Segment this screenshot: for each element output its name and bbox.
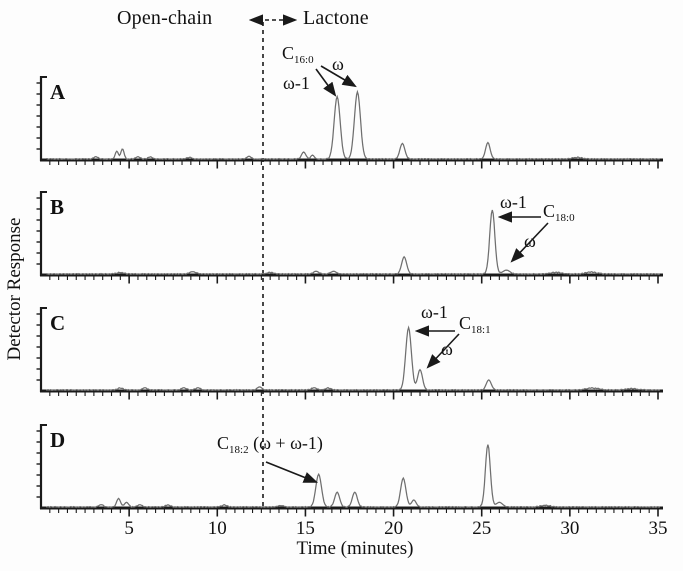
annotation-arrow-a-omega1 bbox=[315, 68, 337, 97]
panel-label-a: A bbox=[50, 80, 66, 104]
x-tick-label: 20 bbox=[384, 518, 403, 539]
annotation-a-omega1: ω-1 bbox=[283, 73, 310, 93]
panel-B-plot bbox=[36, 191, 663, 284]
annotation-c-omega1: ω-1 bbox=[421, 302, 448, 322]
panel-C-plot bbox=[36, 307, 663, 400]
panel-label-c: C bbox=[50, 311, 66, 335]
annotation-arrow-c-omega bbox=[426, 333, 460, 369]
annotation-a-omega: ω bbox=[332, 54, 344, 74]
annotation-arrow-d bbox=[265, 461, 319, 483]
annotation-arrow-a-omega bbox=[320, 65, 357, 88]
chromatogram-trace bbox=[46, 444, 660, 509]
y-axis-title: Detector Response bbox=[4, 217, 25, 361]
x-tick-label: 10 bbox=[208, 518, 227, 539]
panel-label-b: B bbox=[50, 195, 65, 219]
x-tick-label: 30 bbox=[560, 518, 579, 539]
lactone-label: Lactone bbox=[303, 7, 369, 29]
annotation-c18-2: C18:2 (ω + ω-1) bbox=[217, 433, 323, 456]
x-tick-label: 25 bbox=[472, 518, 491, 539]
x-tick-label: 35 bbox=[649, 518, 668, 539]
x-tick-label: 5 bbox=[124, 518, 134, 539]
x-axis-title: Time (minutes) bbox=[296, 538, 414, 559]
annotation-c18-1: C18:1 bbox=[459, 313, 491, 336]
x-tick-label: 15 bbox=[296, 518, 315, 539]
annotation-c-omega: ω bbox=[441, 339, 453, 359]
annotation-b-omega1: ω-1 bbox=[500, 192, 527, 212]
annotation-arrow-b-omega bbox=[510, 222, 549, 263]
panel-A-plot bbox=[36, 76, 663, 169]
x-axis-tick-labels: 5 10 15 20 25 30 35 bbox=[124, 518, 667, 539]
chromatogram-trace bbox=[46, 325, 660, 392]
annotation-b-omega: ω bbox=[524, 231, 536, 251]
chromatogram-trace bbox=[46, 89, 660, 161]
open-chain-label: Open-chain bbox=[117, 7, 213, 29]
panel-label-d: D bbox=[50, 428, 66, 452]
annotation-c18-0: C18:0 bbox=[543, 201, 575, 224]
chromatogram-trace bbox=[46, 209, 661, 276]
annotation-c16-0: C16:0 bbox=[282, 43, 314, 66]
panel-D-plot bbox=[36, 424, 663, 517]
